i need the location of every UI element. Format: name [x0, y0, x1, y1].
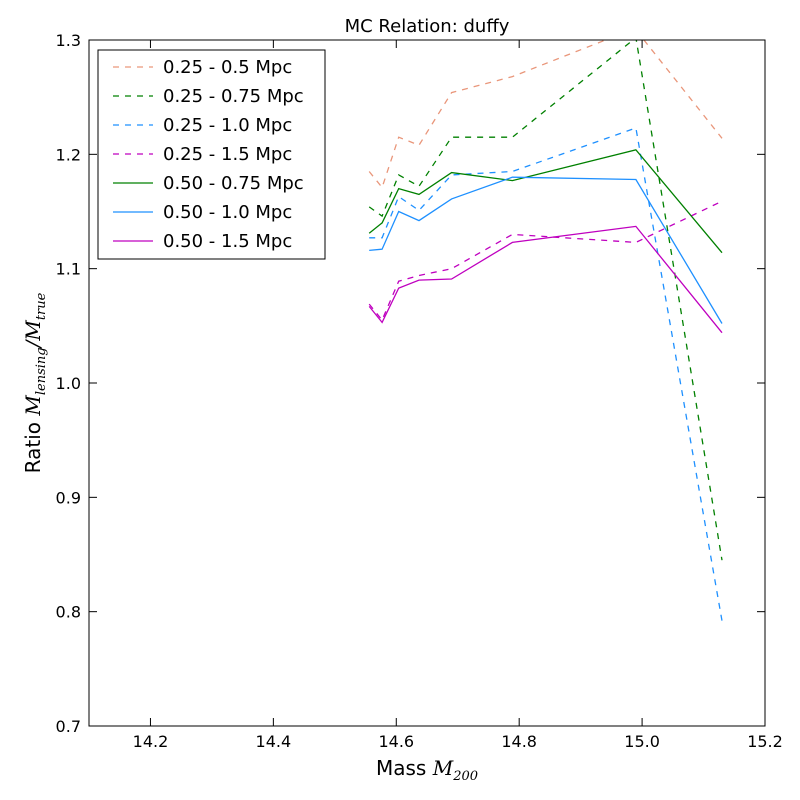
x-tick-label-5: 15.0 [624, 732, 660, 751]
y-axis-label-den-symbol: M [21, 320, 45, 342]
y-tick-label-1: 0.7 [56, 717, 81, 736]
y-axis-label-num-symbol: M [21, 395, 45, 417]
x-tick-label-6: 15.2 [747, 732, 783, 751]
x-axis-label: Mass M200 [376, 756, 478, 784]
y-tick-label-4: 1.0 [56, 374, 81, 393]
series-line-2 [368, 40, 723, 561]
series-line-6 [369, 176, 723, 324]
legend: 0.25 - 0.5 Mpc 0.25 - 0.75 Mpc 0.25 - 1.0 … [97, 49, 326, 260]
y-axis-label-sep: / [21, 338, 45, 349]
legend-label-6: 0.50 - 1.0 Mpc [163, 202, 292, 223]
y-tick-label-7: 1.3 [56, 31, 81, 50]
y-axis-label: Ratio Mlensing/Mtrue [21, 292, 49, 473]
y-tick-label-5: 1.1 [56, 260, 81, 279]
legend-label-7: 0.50 - 1.5 Mpc [163, 231, 292, 252]
legend-label-2: 0.25 - 0.75 Mpc [163, 86, 304, 107]
legend-box [97, 49, 326, 260]
x-axis-label-symbol: M [432, 756, 454, 780]
legend-label-1: 0.25 - 0.5 Mpc [163, 57, 292, 78]
y-axis-label-den-sub: true [34, 292, 49, 320]
legend-label-3: 0.25 - 1.0 Mpc [163, 115, 292, 136]
y-tick-label-6: 1.2 [56, 145, 81, 164]
series-line-4 [368, 200, 723, 322]
series-line-1 [368, 40, 723, 189]
x-tick-label-4: 14.8 [501, 732, 537, 751]
y-tick-label-3: 0.9 [56, 488, 81, 507]
y-axis-label-num-sub: lensing [34, 347, 49, 395]
x-axis-label-prefix: Mass [376, 756, 433, 780]
series-line-7 [368, 225, 723, 334]
x-axis-label-subscript: 200 [452, 769, 478, 784]
y-tick-label-2: 0.8 [56, 603, 81, 622]
series-layer [368, 40, 723, 621]
x-tick-label-3: 14.6 [378, 732, 414, 751]
y-axis-label-prefix: Ratio [21, 416, 45, 474]
series-line-5 [368, 149, 723, 254]
legend-label-4: 0.25 - 1.5 Mpc [163, 144, 292, 165]
x-tick-label-2: 14.4 [256, 732, 292, 751]
chart-title: MC Relation: duffy [345, 16, 510, 37]
legend-label-5: 0.50 - 0.75 Mpc [163, 173, 304, 194]
x-tick-label-1: 14.2 [133, 732, 169, 751]
series-line-3 [369, 127, 723, 621]
tick-layer: 14.2 14.4 14.6 14.8 15.0 15.2 0.7 0.8 0.9 1.0 1.1 1… [56, 31, 783, 751]
